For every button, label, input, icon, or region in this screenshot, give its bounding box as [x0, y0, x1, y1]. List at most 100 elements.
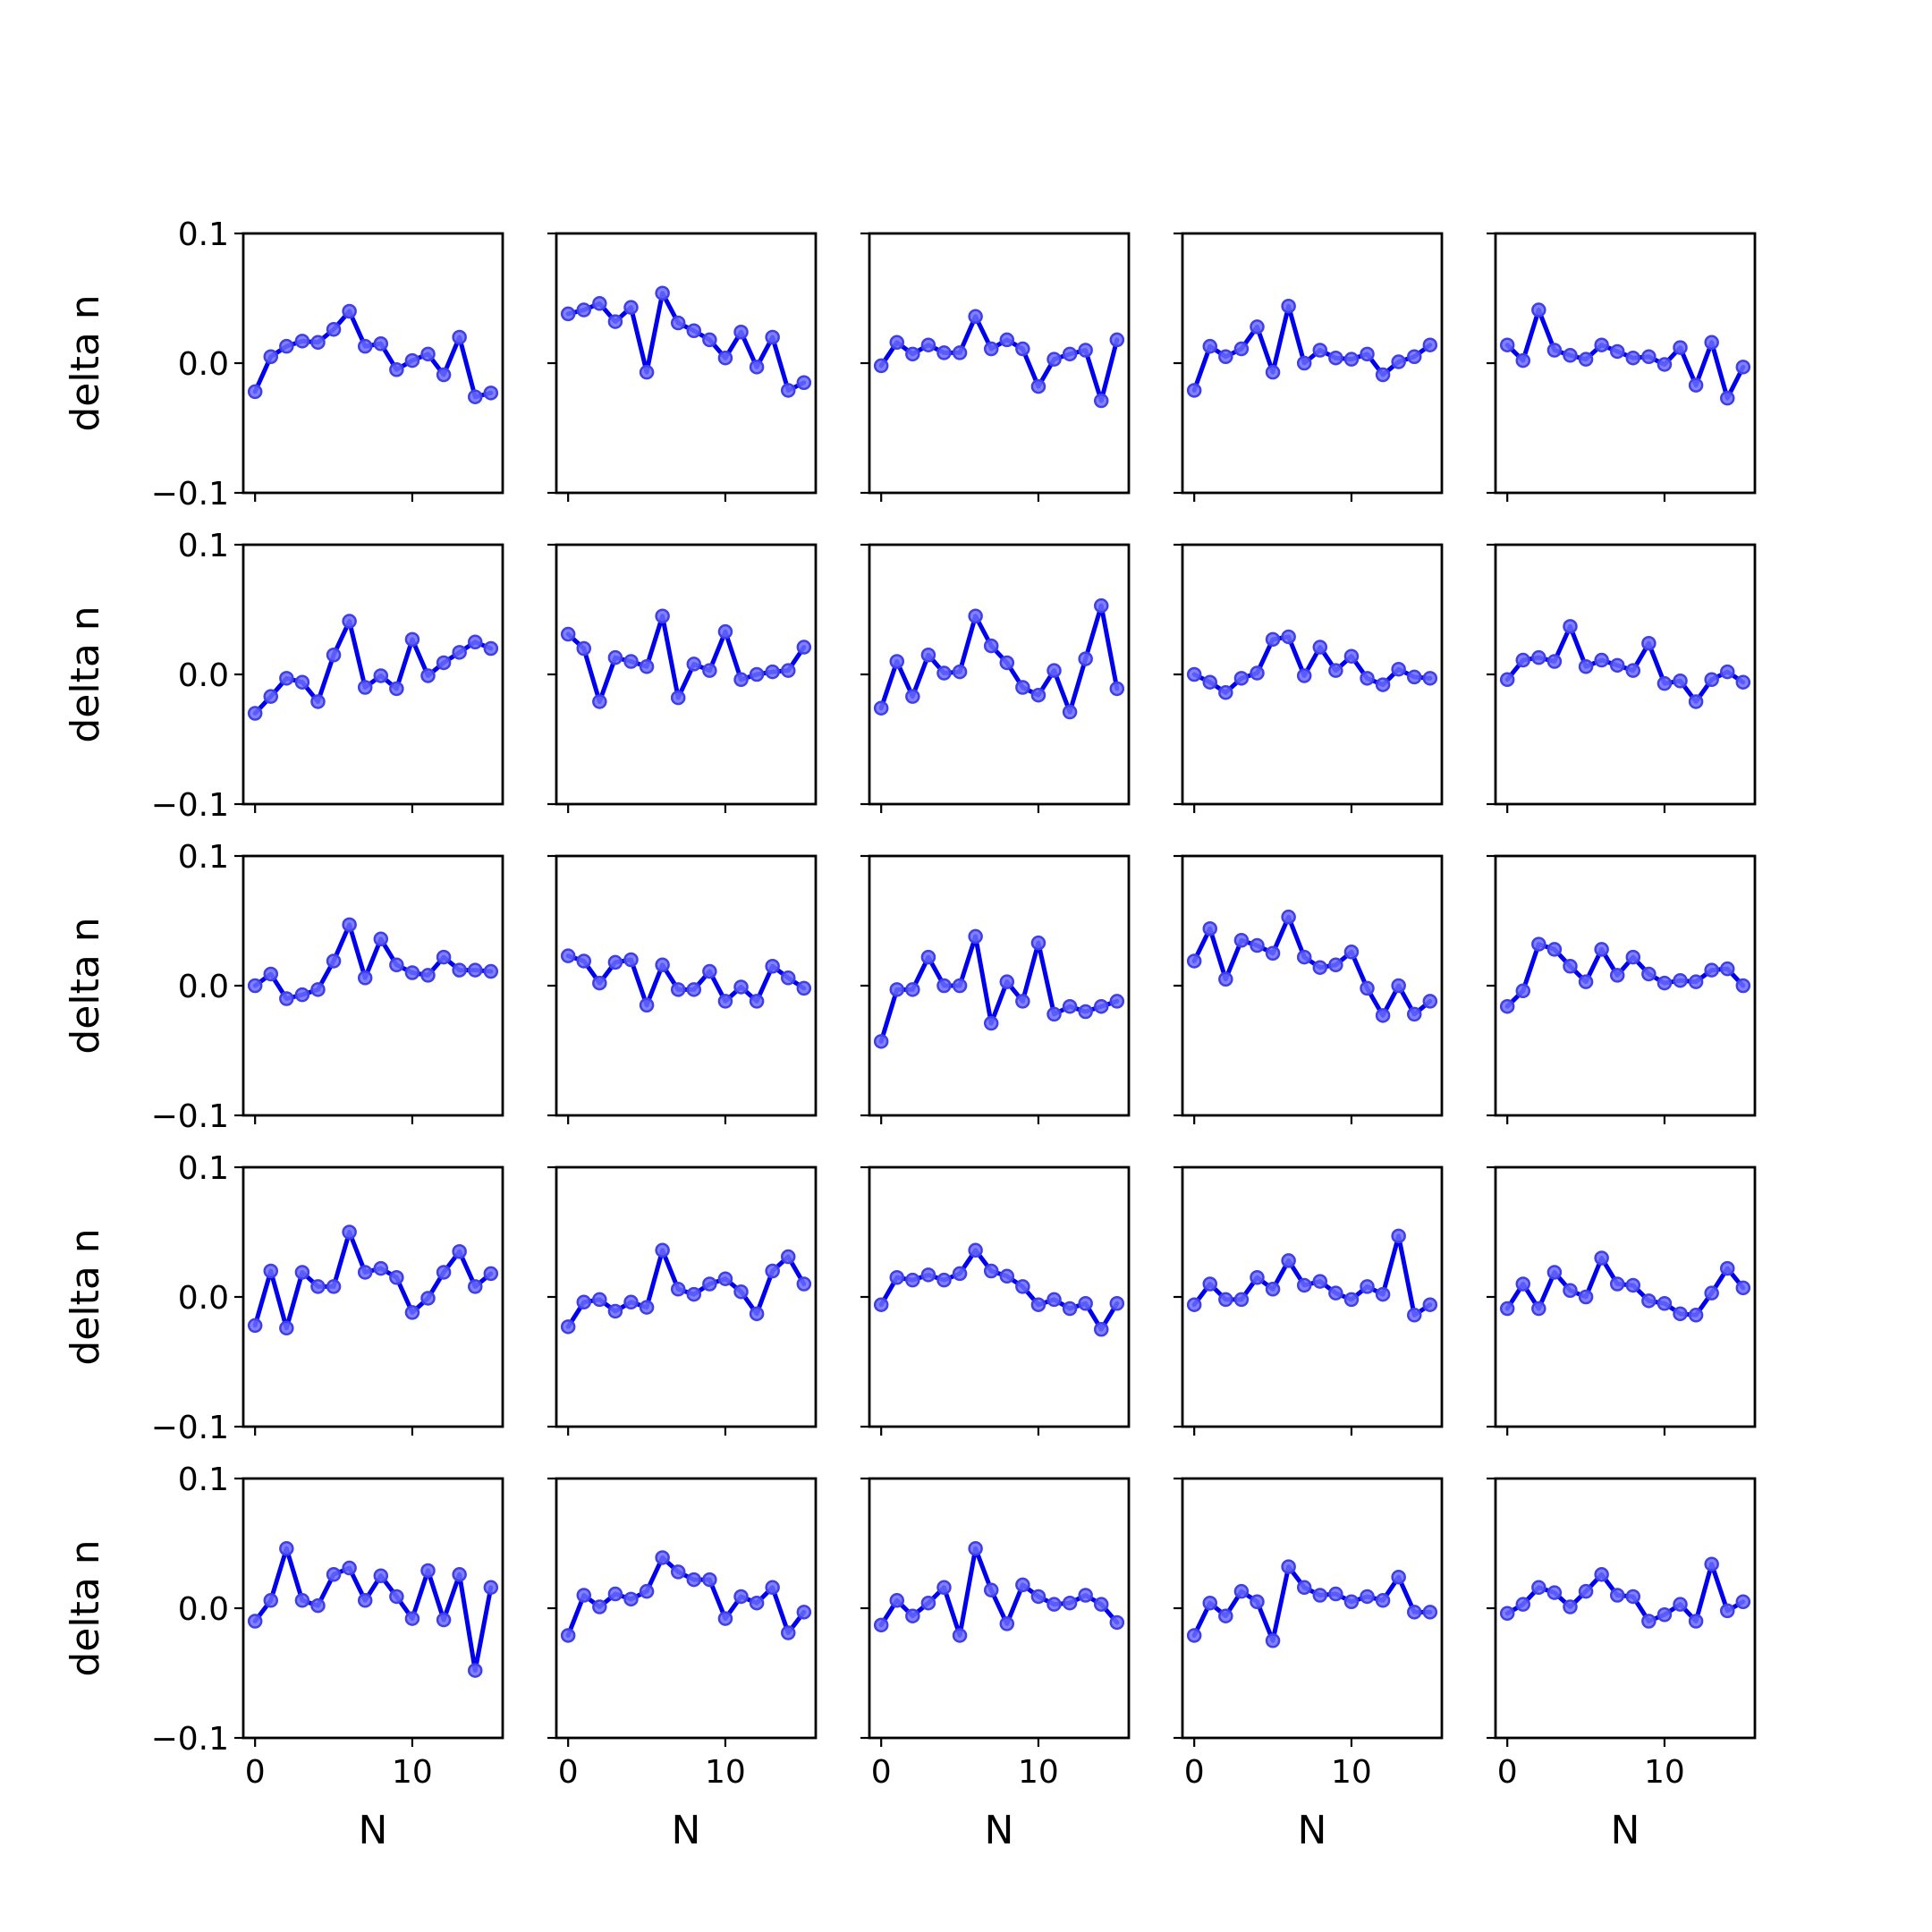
- data-point: [1673, 972, 1688, 988]
- data-point: [1046, 1006, 1062, 1022]
- data-point: [1328, 350, 1343, 366]
- data-point: [310, 694, 326, 709]
- data-point: [1625, 663, 1641, 678]
- axes-frame: [868, 1165, 1131, 1428]
- data-point: [1343, 945, 1360, 960]
- data-point: [686, 657, 702, 672]
- data-point: [765, 1263, 780, 1279]
- data-point: [1281, 1253, 1296, 1268]
- data-point: [968, 309, 983, 325]
- data-point: [1281, 298, 1296, 314]
- data-point: [1312, 640, 1328, 655]
- data-point: [749, 1306, 765, 1322]
- data-point: [1391, 1569, 1406, 1585]
- data-point: [1609, 1588, 1625, 1603]
- data-point: [404, 965, 420, 980]
- data-point: [1499, 337, 1515, 352]
- x-tick-label: 10: [1018, 1754, 1059, 1791]
- data-point: [1218, 1608, 1233, 1623]
- series-line: [565, 291, 807, 393]
- data-point: [952, 1628, 968, 1643]
- data-point: [999, 1268, 1015, 1284]
- data-point: [749, 994, 765, 1009]
- data-point: [263, 349, 279, 364]
- data-point: [1281, 909, 1296, 925]
- data-point: [765, 1580, 780, 1596]
- data-point: [1391, 661, 1406, 677]
- data-point: [483, 963, 499, 979]
- data-point: [702, 332, 717, 348]
- panel-r5-c2: 0 10N: [547, 1477, 818, 1853]
- data-point: [733, 672, 749, 688]
- data-point: [1030, 687, 1046, 703]
- data-point: [717, 1611, 733, 1626]
- series-line: [878, 1248, 1120, 1332]
- y-axis-label: delta n: [63, 917, 108, 1054]
- data-point: [1657, 975, 1673, 991]
- x-tick-label: 0: [1497, 1754, 1518, 1791]
- data-point: [905, 346, 920, 362]
- data-point: [326, 953, 342, 969]
- data-point: [357, 1593, 373, 1608]
- data-point: [1265, 631, 1281, 648]
- data-point: [796, 1276, 812, 1292]
- data-point: [452, 1244, 467, 1259]
- y-axis-label: delta n: [63, 1539, 108, 1676]
- data-point: [780, 1249, 796, 1265]
- data-point: [1531, 649, 1546, 665]
- data-point: [1250, 1594, 1265, 1609]
- data-point: [436, 1265, 452, 1280]
- data-point: [1391, 1228, 1406, 1244]
- data-point: [1499, 998, 1515, 1014]
- panel-r4-c3: [860, 1165, 1131, 1436]
- data-point: [342, 614, 357, 629]
- series-line: [252, 1546, 494, 1674]
- data-point: [404, 631, 420, 648]
- x-tick-label: 10: [705, 1754, 746, 1791]
- data-point: [983, 1582, 999, 1597]
- data-point: [1202, 1276, 1218, 1292]
- data-point: [592, 1292, 607, 1308]
- data-point: [436, 949, 452, 965]
- axes-frame: [242, 1165, 504, 1428]
- data-point: [1281, 629, 1296, 645]
- data-point: [373, 931, 389, 947]
- y-tick-label: 0.0: [178, 346, 229, 383]
- data-point: [1233, 933, 1250, 948]
- series-line: [1191, 1233, 1433, 1318]
- series-line: [1191, 634, 1433, 695]
- data-point: [1657, 675, 1673, 691]
- x-axis-label: N: [1298, 1808, 1327, 1853]
- data-point: [1093, 1322, 1109, 1337]
- data-point: [920, 1595, 936, 1611]
- data-point: [342, 917, 357, 933]
- data-point: [576, 302, 592, 318]
- data-point: [1062, 1595, 1078, 1611]
- data-point: [1531, 936, 1546, 952]
- series-line: [878, 314, 1120, 403]
- data-point: [717, 1271, 733, 1286]
- data-point: [1515, 352, 1531, 369]
- data-point: [1360, 980, 1375, 996]
- data-point: [1719, 961, 1735, 977]
- panel-r4-c1: −0.1 0.0 0.1 delta n: [63, 1150, 504, 1446]
- y-axis-label: delta n: [63, 1228, 108, 1365]
- y-tick-label: 0.0: [178, 1280, 229, 1317]
- data-point: [1265, 945, 1281, 961]
- data-point: [436, 367, 452, 383]
- data-point: [1735, 1594, 1751, 1609]
- series-line: [1191, 1564, 1433, 1643]
- data-point: [560, 306, 576, 322]
- data-point: [279, 991, 294, 1006]
- data-point: [467, 634, 483, 649]
- x-axis-label: N: [359, 1808, 388, 1853]
- data-point: [436, 1612, 452, 1628]
- panel-r3-c1: −0.1 0.0 0.1 delta n: [63, 839, 504, 1135]
- data-point: [1406, 1308, 1422, 1323]
- data-point: [889, 1593, 905, 1608]
- data-point: [623, 952, 639, 968]
- data-point: [1202, 920, 1218, 936]
- data-point: [889, 335, 905, 351]
- data-point: [936, 978, 952, 994]
- data-point: [1062, 704, 1078, 720]
